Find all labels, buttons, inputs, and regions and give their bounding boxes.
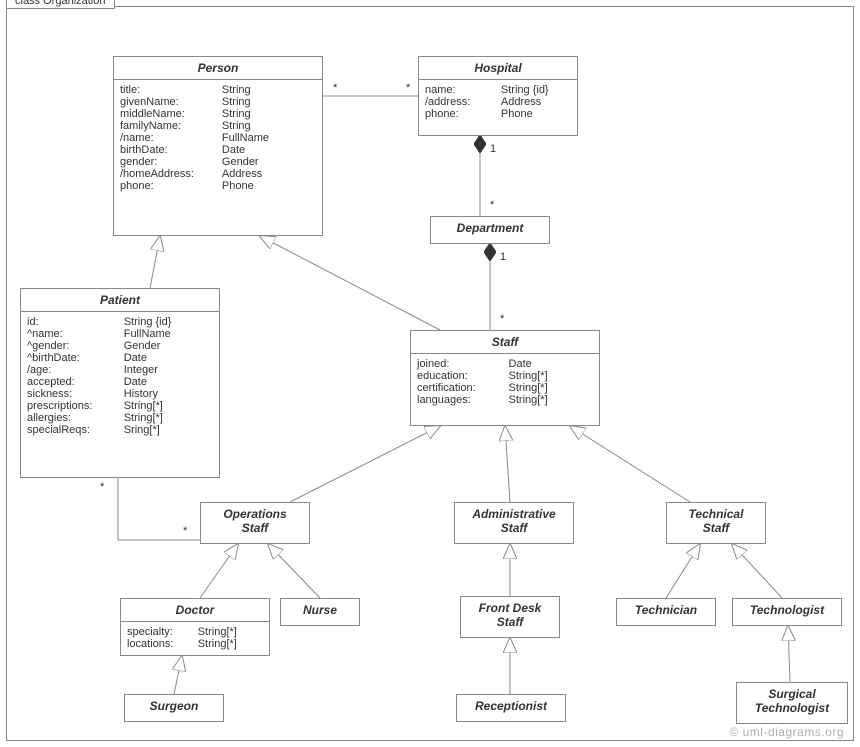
class-technologist: Technologist bbox=[732, 598, 842, 626]
class-surgical_technologist: SurgicalTechnologist bbox=[736, 682, 848, 724]
class-title: Hospital bbox=[419, 57, 577, 80]
class-title: SurgicalTechnologist bbox=[737, 683, 847, 719]
class-title: Patient bbox=[21, 289, 219, 312]
class-nurse: Nurse bbox=[280, 598, 360, 626]
class-technician: Technician bbox=[616, 598, 716, 626]
class-title: Front DeskStaff bbox=[461, 597, 559, 633]
attribute-row: phone:Phone bbox=[425, 108, 571, 120]
class-title: Receptionist bbox=[457, 695, 565, 717]
class-department: Department bbox=[430, 216, 550, 244]
frame-label: class Organization bbox=[6, 0, 115, 9]
class-title: Department bbox=[431, 217, 549, 239]
attribute-row: education:String[*] bbox=[417, 370, 593, 382]
attribute-row: ^gender:Gender bbox=[27, 340, 213, 352]
class-surgeon: Surgeon bbox=[124, 694, 224, 722]
watermark: © uml-diagrams.org bbox=[729, 725, 844, 739]
attribute-row: allergies:String[*] bbox=[27, 412, 213, 424]
class-person: Persontitle:StringgivenName:Stringmiddle… bbox=[113, 56, 323, 236]
class-receptionist: Receptionist bbox=[456, 694, 566, 722]
attribute-row: phone:Phone bbox=[120, 180, 316, 192]
attribute-row: familyName:String bbox=[120, 120, 316, 132]
class-staff: Staffjoined:Dateeducation:String[*]certi… bbox=[410, 330, 600, 426]
attribute-row: specialReqs:Sring[*] bbox=[27, 424, 213, 436]
attribute-row: /name:FullName bbox=[120, 132, 316, 144]
attribute-row: languages:String[*] bbox=[417, 394, 593, 406]
class-title: Staff bbox=[411, 331, 599, 354]
class-title: Doctor bbox=[121, 599, 269, 622]
class-title: Technologist bbox=[733, 599, 841, 621]
attribute-row: locations:String[*] bbox=[127, 638, 263, 650]
attribute-row: givenName:String bbox=[120, 96, 316, 108]
class-title: Nurse bbox=[281, 599, 359, 621]
attribute-row: id:String {id} bbox=[27, 316, 213, 328]
attribute-row: gender:Gender bbox=[120, 156, 316, 168]
attribute-row: prescriptions:String[*] bbox=[27, 400, 213, 412]
class-attributes: joined:Dateeducation:String[*]certificat… bbox=[411, 354, 599, 410]
attribute-row: /address:Address bbox=[425, 96, 571, 108]
attribute-row: /homeAddress:Address bbox=[120, 168, 316, 180]
class-attributes: title:StringgivenName:StringmiddleName:S… bbox=[114, 80, 322, 196]
class-patient: Patientid:String {id}^name:FullName^gend… bbox=[20, 288, 220, 478]
attribute-row: /age:Integer bbox=[27, 364, 213, 376]
class-front_desk_staff: Front DeskStaff bbox=[460, 596, 560, 638]
class-attributes: name:String {id}/address:Addressphone:Ph… bbox=[419, 80, 577, 124]
class-title: AdministrativeStaff bbox=[455, 503, 573, 539]
attribute-row: middleName:String bbox=[120, 108, 316, 120]
class-operations_staff: OperationsStaff bbox=[200, 502, 310, 544]
class-title: Technician bbox=[617, 599, 715, 621]
class-title: Person bbox=[114, 57, 322, 80]
attribute-row: accepted:Date bbox=[27, 376, 213, 388]
class-attributes: specialty:String[*]locations:String[*] bbox=[121, 622, 269, 654]
class-title: OperationsStaff bbox=[201, 503, 309, 539]
attribute-row: name:String {id} bbox=[425, 84, 571, 96]
attribute-row: joined:Date bbox=[417, 358, 593, 370]
class-doctor: Doctorspecialty:String[*]locations:Strin… bbox=[120, 598, 270, 656]
attribute-row: specialty:String[*] bbox=[127, 626, 263, 638]
class-technical_staff: TechnicalStaff bbox=[666, 502, 766, 544]
class-title: TechnicalStaff bbox=[667, 503, 765, 539]
attribute-row: ^name:FullName bbox=[27, 328, 213, 340]
attribute-row: sickness:History bbox=[27, 388, 213, 400]
class-attributes: id:String {id}^name:FullName^gender:Gend… bbox=[21, 312, 219, 440]
class-hospital: Hospitalname:String {id}/address:Address… bbox=[418, 56, 578, 136]
attribute-row: birthDate:Date bbox=[120, 144, 316, 156]
attribute-row: title:String bbox=[120, 84, 316, 96]
attribute-row: certification:String[*] bbox=[417, 382, 593, 394]
class-title: Surgeon bbox=[125, 695, 223, 717]
attribute-row: ^birthDate:Date bbox=[27, 352, 213, 364]
class-administrative_staff: AdministrativeStaff bbox=[454, 502, 574, 544]
